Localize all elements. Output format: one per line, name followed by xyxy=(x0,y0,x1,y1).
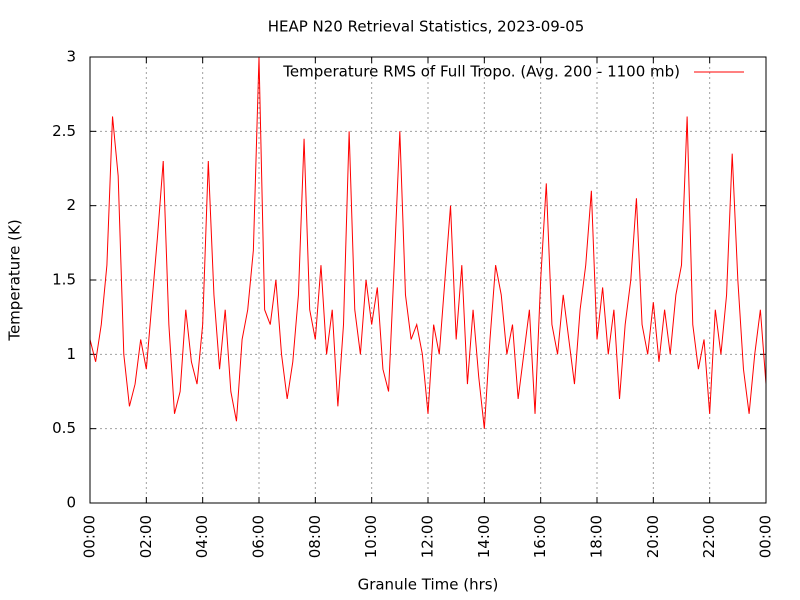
x-tick-label: 16:00 xyxy=(531,515,549,558)
data-line xyxy=(89,56,767,429)
y-tick-label: 1.5 xyxy=(52,271,76,289)
y-tick-label: 0.5 xyxy=(52,419,76,437)
x-tick-label: 12:00 xyxy=(419,515,437,558)
x-tick-label: 00:00 xyxy=(757,515,775,558)
y-tick-label: 3 xyxy=(66,48,76,66)
x-tick-label: 22:00 xyxy=(700,515,718,558)
x-tick-label: 18:00 xyxy=(588,515,606,558)
plot-frame xyxy=(89,56,767,504)
y-tick-label: 1 xyxy=(66,345,76,363)
x-tick-label: 06:00 xyxy=(250,515,268,558)
x-tick-label: 20:00 xyxy=(644,515,662,558)
x-axis-label: Granule Time (hrs) xyxy=(358,576,499,594)
x-tick-label: 14:00 xyxy=(475,515,493,558)
y-tick-label: 2 xyxy=(66,196,76,214)
x-tick-label: 08:00 xyxy=(306,515,324,558)
y-axis-label: Temperature (K) xyxy=(6,219,24,341)
y-tick-label: 2.5 xyxy=(52,122,76,140)
x-tick-label: 10:00 xyxy=(362,515,380,558)
y-tick-label: 0 xyxy=(66,494,76,512)
legend-label: Temperature RMS of Full Tropo. (Avg. 200… xyxy=(282,63,680,81)
x-tick-label: 04:00 xyxy=(193,515,211,558)
x-tick-label: 02:00 xyxy=(137,515,155,558)
x-tick-label: 00:00 xyxy=(81,515,99,558)
chart-title: HEAP N20 Retrieval Statistics, 2023-09-0… xyxy=(268,18,585,36)
